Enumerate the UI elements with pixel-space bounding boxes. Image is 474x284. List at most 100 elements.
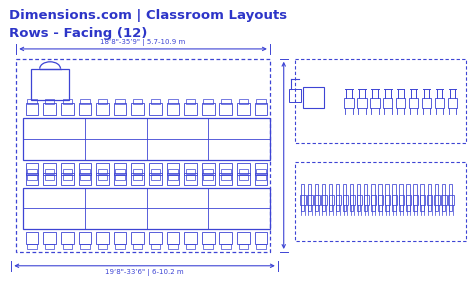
- Text: Dimensions.com | Classroom Layouts: Dimensions.com | Classroom Layouts: [9, 9, 287, 22]
- Bar: [203, 99, 213, 105]
- Bar: [61, 173, 73, 185]
- Bar: [168, 244, 178, 249]
- Bar: [133, 99, 143, 105]
- Bar: [131, 173, 144, 185]
- Bar: [98, 175, 107, 179]
- Bar: [63, 175, 72, 179]
- Bar: [80, 244, 90, 249]
- Bar: [357, 195, 362, 205]
- Bar: [289, 89, 301, 103]
- Bar: [442, 183, 445, 211]
- Bar: [307, 195, 313, 205]
- Bar: [345, 99, 354, 108]
- Bar: [420, 195, 426, 205]
- Bar: [166, 163, 179, 175]
- Bar: [441, 195, 447, 205]
- Bar: [31, 69, 69, 101]
- Bar: [131, 232, 144, 244]
- Bar: [238, 175, 248, 179]
- Bar: [203, 244, 213, 249]
- Bar: [186, 244, 195, 249]
- Bar: [328, 195, 334, 205]
- Bar: [151, 169, 160, 174]
- Bar: [378, 183, 382, 211]
- Bar: [151, 99, 160, 105]
- Bar: [409, 99, 418, 108]
- Bar: [26, 232, 38, 244]
- Bar: [448, 195, 454, 205]
- Bar: [202, 232, 215, 244]
- Bar: [114, 232, 127, 244]
- Bar: [43, 173, 56, 185]
- Bar: [221, 169, 230, 174]
- Bar: [61, 163, 73, 175]
- Bar: [237, 173, 250, 185]
- Bar: [435, 183, 438, 211]
- Bar: [61, 232, 73, 244]
- Bar: [302, 87, 325, 108]
- Bar: [202, 173, 215, 185]
- Bar: [151, 175, 160, 179]
- Bar: [23, 118, 270, 160]
- Bar: [79, 103, 91, 115]
- Bar: [392, 183, 396, 211]
- Bar: [27, 244, 37, 249]
- Bar: [357, 183, 360, 211]
- Bar: [131, 163, 144, 175]
- Bar: [114, 173, 127, 185]
- Bar: [184, 232, 197, 244]
- Bar: [343, 183, 346, 211]
- Bar: [308, 183, 311, 211]
- Bar: [166, 232, 179, 244]
- Bar: [168, 99, 178, 105]
- Bar: [63, 99, 72, 105]
- Text: 19‘8"-33’6" | 6-10.2 m: 19‘8"-33’6" | 6-10.2 m: [105, 269, 184, 276]
- Bar: [219, 103, 232, 115]
- Bar: [166, 103, 179, 115]
- Bar: [329, 183, 332, 211]
- Bar: [301, 183, 304, 211]
- Bar: [370, 99, 380, 108]
- Bar: [166, 173, 179, 185]
- Bar: [43, 103, 56, 115]
- Bar: [321, 195, 327, 205]
- Bar: [45, 175, 55, 179]
- Bar: [219, 232, 232, 244]
- Bar: [133, 244, 143, 249]
- Bar: [392, 195, 397, 205]
- Bar: [221, 99, 230, 105]
- Bar: [448, 99, 457, 108]
- Bar: [98, 244, 107, 249]
- Bar: [45, 99, 55, 105]
- Bar: [350, 183, 354, 211]
- Bar: [96, 103, 109, 115]
- Bar: [79, 232, 91, 244]
- Bar: [378, 195, 383, 205]
- Bar: [16, 59, 270, 252]
- Bar: [427, 195, 432, 205]
- Bar: [343, 195, 348, 205]
- Bar: [149, 103, 162, 115]
- Bar: [203, 169, 213, 174]
- Bar: [43, 163, 56, 175]
- Bar: [238, 169, 248, 174]
- Text: Rows - Facing (12): Rows - Facing (12): [9, 27, 148, 40]
- Bar: [115, 169, 125, 174]
- Bar: [295, 59, 465, 143]
- Bar: [364, 183, 367, 211]
- Bar: [295, 162, 465, 241]
- Bar: [255, 163, 267, 175]
- Bar: [255, 103, 267, 115]
- Bar: [219, 173, 232, 185]
- Bar: [399, 183, 403, 211]
- Bar: [256, 175, 266, 179]
- Bar: [255, 173, 267, 185]
- Bar: [301, 195, 306, 205]
- Bar: [27, 169, 37, 174]
- Bar: [114, 163, 127, 175]
- Bar: [186, 169, 195, 174]
- Bar: [434, 195, 439, 205]
- Bar: [350, 195, 355, 205]
- Bar: [221, 244, 230, 249]
- Bar: [133, 175, 143, 179]
